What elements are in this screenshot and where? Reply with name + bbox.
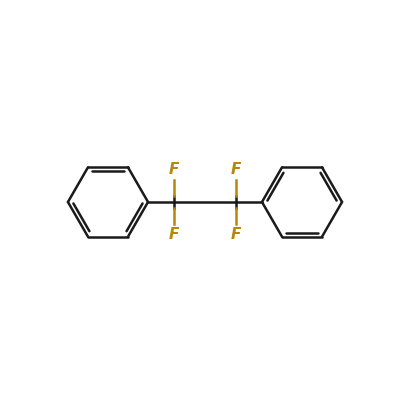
Text: F: F (231, 227, 241, 242)
Text: F: F (169, 227, 179, 242)
Text: F: F (231, 162, 241, 177)
Text: F: F (169, 162, 179, 177)
